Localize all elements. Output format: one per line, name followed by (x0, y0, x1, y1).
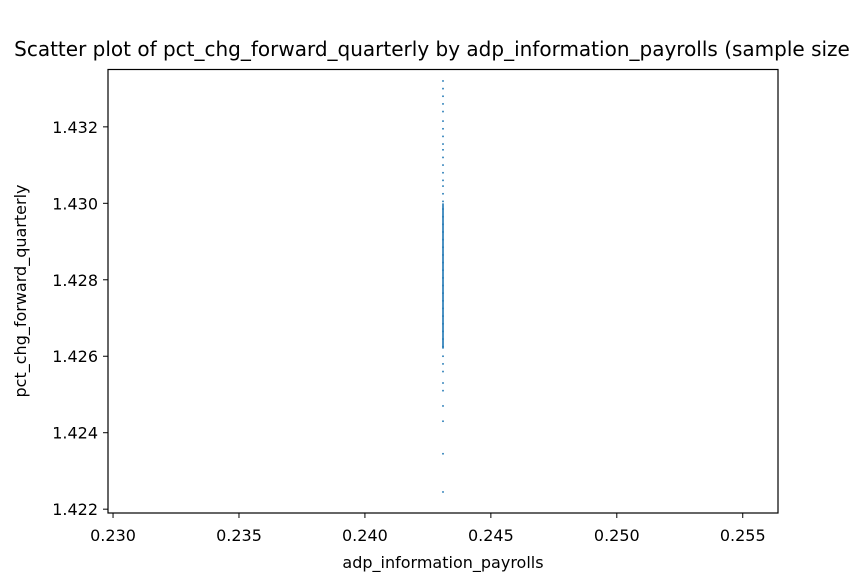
y-axis-label: pct_chg_forward_quarterly (11, 185, 31, 398)
data-point (442, 143, 444, 145)
data-point (442, 164, 444, 166)
x-tick-label: 0.235 (216, 526, 262, 545)
data-point (442, 103, 444, 105)
data-point (442, 120, 444, 122)
y-tick-label: 1.430 (52, 194, 98, 213)
data-point (442, 185, 444, 187)
data-points (442, 80, 444, 493)
y-tick-label: 1.432 (52, 118, 98, 137)
x-tick-label: 0.250 (594, 526, 640, 545)
data-point (442, 200, 444, 203)
x-tick-label: 0.255 (720, 526, 766, 545)
data-point (442, 491, 444, 493)
chart-title: Scatter plot of pct_chg_forward_quarterl… (14, 37, 850, 61)
data-point (442, 370, 444, 373)
data-point (442, 389, 444, 392)
data-point (442, 363, 444, 365)
data-point (442, 135, 444, 138)
data-point (442, 192, 444, 195)
y-tick-label: 1.428 (52, 271, 98, 290)
data-point (442, 148, 444, 151)
x-tick-label: 0.240 (342, 526, 388, 545)
y-tick-label: 1.424 (52, 424, 98, 443)
data-point (442, 87, 444, 90)
x-tick-label: 0.230 (90, 526, 136, 545)
data-point (442, 127, 444, 130)
x-axis-ticks: 0.230 0.235 0.240 0.245 0.250 0.255 (90, 513, 766, 545)
data-point (442, 382, 444, 384)
data-point (442, 405, 444, 407)
y-axis-ticks: 1.422 1.424 1.426 1.428 1.430 1.432 (52, 118, 108, 519)
data-point (442, 80, 444, 82)
data-point (442, 156, 444, 159)
x-axis-label: adp_information_payrolls (342, 553, 543, 573)
data-point (442, 355, 444, 358)
y-tick-label: 1.422 (52, 500, 98, 519)
y-tick-label: 1.426 (52, 347, 98, 366)
data-point (442, 95, 444, 98)
plot-frame (107, 68, 779, 514)
data-point (442, 179, 444, 182)
data-point (442, 452, 444, 455)
x-tick-label: 0.245 (468, 526, 514, 545)
data-point (442, 110, 444, 113)
data-point (442, 420, 444, 423)
data-point (442, 171, 444, 174)
